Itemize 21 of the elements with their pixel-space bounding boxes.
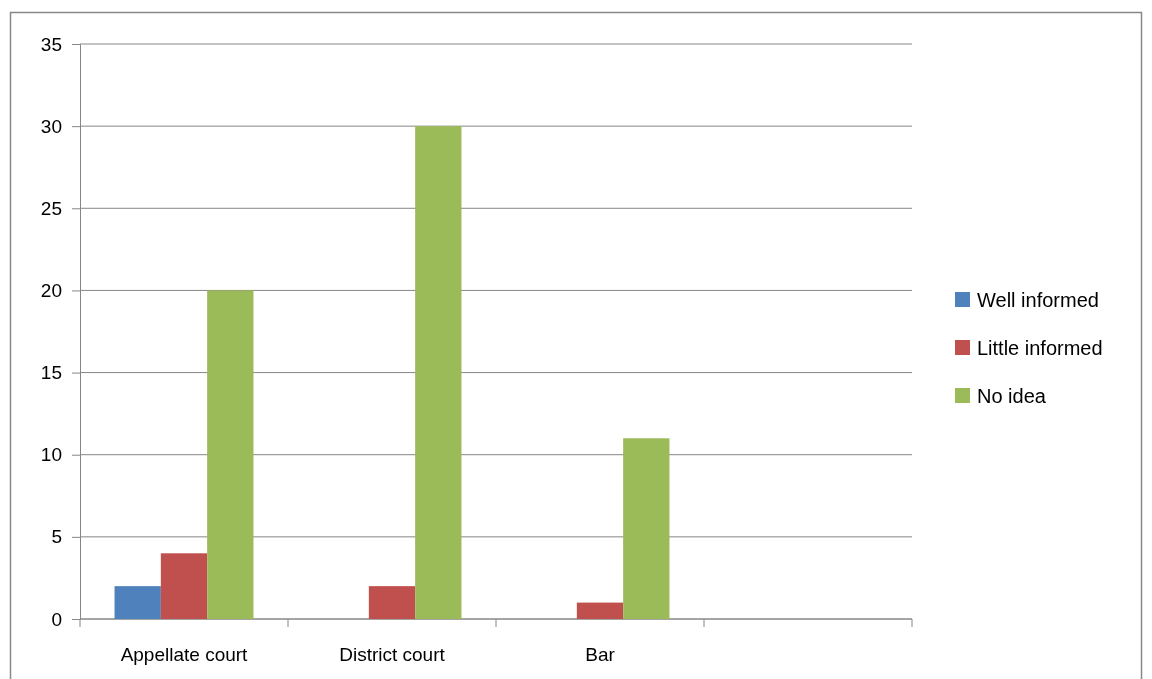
y-tick-label: 30 (40, 115, 62, 137)
y-tick-label: 25 (40, 197, 62, 219)
legend-label: No idea (977, 385, 1047, 407)
bar (623, 438, 670, 619)
y-tick-label: 0 (51, 608, 62, 630)
bar (114, 586, 161, 619)
bar (576, 602, 624, 619)
y-tick-label: 35 (40, 33, 62, 55)
bar (415, 126, 462, 619)
x-tick-label: District court (339, 644, 446, 665)
bar (160, 553, 208, 619)
y-tick-label: 20 (40, 280, 62, 302)
y-tick-label: 15 (40, 362, 62, 384)
x-tick-label: Bar (585, 644, 616, 665)
y-tick-label: 5 (51, 526, 62, 548)
x-tick-label: Appellate court (120, 644, 249, 665)
y-tick-label: 10 (40, 444, 62, 466)
legend-label: Well informed (977, 289, 1099, 311)
bar (368, 586, 416, 619)
bar (207, 290, 254, 619)
legend-label: Little informed (977, 337, 1103, 359)
